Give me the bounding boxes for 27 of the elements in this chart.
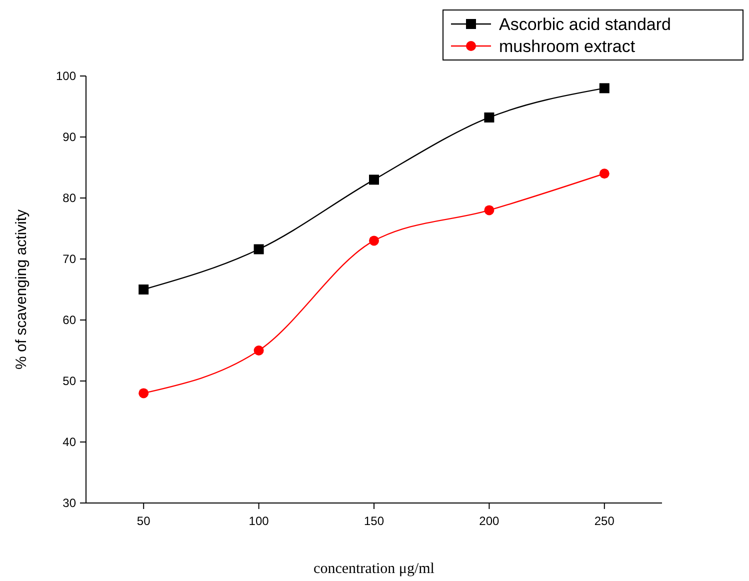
- x-tick-label: 200: [479, 514, 500, 528]
- y-axis-title: % of scavenging activity: [13, 208, 30, 370]
- point: [254, 346, 264, 356]
- y-tick-label: 90: [62, 130, 76, 144]
- y-tick-label: 80: [62, 191, 76, 205]
- y-tick-label: 30: [62, 496, 76, 510]
- legend-label: mushroom extract: [499, 37, 636, 56]
- x-tick-label: 100: [248, 514, 270, 528]
- point: [484, 205, 494, 216]
- y-tick-label: 50: [62, 374, 76, 388]
- x-tick-label: 250: [594, 514, 615, 528]
- y-tick-label: 40: [62, 435, 76, 449]
- y-tick-label: 70: [62, 252, 76, 266]
- point: [369, 236, 379, 246]
- point: [599, 168, 610, 179]
- y-tick-label: 60: [62, 313, 76, 327]
- point: [369, 174, 379, 185]
- point: [138, 388, 149, 398]
- point: [138, 284, 149, 294]
- x-tick-label: 50: [136, 514, 151, 528]
- y-tick-label: 100: [56, 69, 76, 83]
- point: [254, 244, 264, 254]
- point: [599, 83, 610, 94]
- x-tick-label: 150: [364, 514, 384, 528]
- point: [484, 112, 494, 122]
- legend-label: Ascorbic acid standard: [499, 15, 671, 34]
- x-axis-title: concentration μg/ml: [314, 561, 434, 577]
